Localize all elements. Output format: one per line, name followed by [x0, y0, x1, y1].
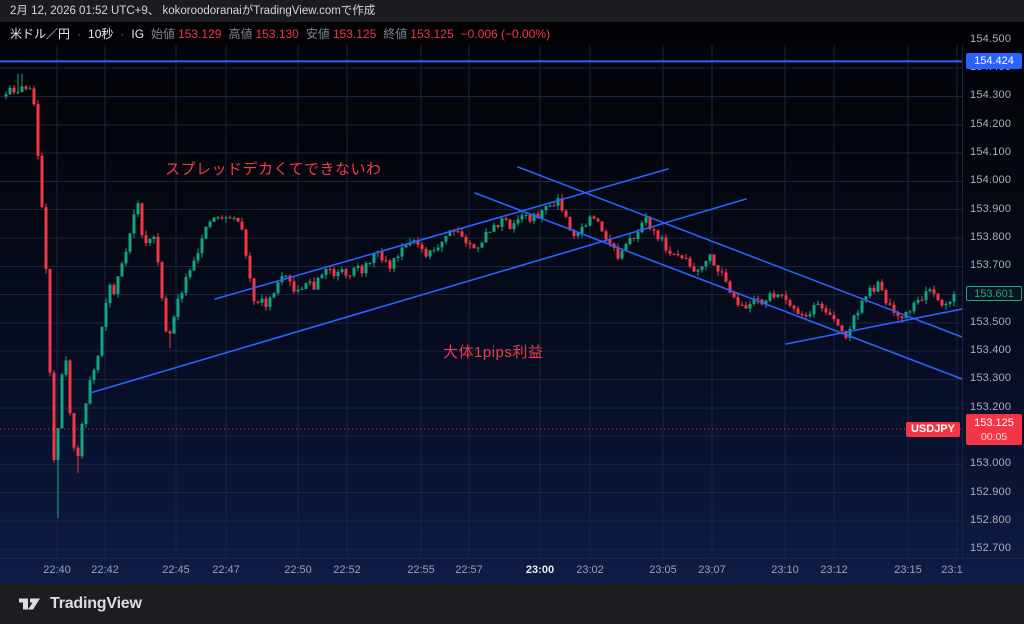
price-tick-label: 153.000 — [970, 457, 1012, 469]
chart-region: スプレッドデカくてできないわ大体1pips利益 USDJPY 154.500 15… — [0, 33, 1024, 584]
candlestick-chart[interactable] — [0, 45, 962, 558]
time-tick-label: 23:12 — [820, 564, 848, 576]
time-tick-label: 23:07 — [698, 564, 726, 576]
exchange-label: IG — [131, 26, 145, 41]
time-tick-label: 23:1 — [941, 564, 963, 576]
time-tick-label: 22:55 — [407, 564, 435, 576]
footer-bar: TradingView — [0, 584, 1024, 624]
symbol-price-badge[interactable]: USDJPY — [905, 422, 960, 437]
price-tick-label: 154.100 — [970, 146, 1012, 158]
legend-separator: · — [77, 26, 82, 41]
close-value: 153.125 — [410, 26, 454, 41]
time-tick-label: 22:50 — [284, 564, 312, 576]
time-tick-label: 23:02 — [576, 564, 604, 576]
time-tick-label: 22:57 — [455, 564, 483, 576]
price-tick-label: 153.800 — [970, 231, 1012, 243]
low-label: 安値 — [305, 27, 330, 41]
price-tick-label: 152.900 — [970, 486, 1012, 498]
time-tick-label: 22:40 — [43, 564, 71, 576]
change-value: −0.006 (−0.00%) — [460, 26, 551, 41]
legend-separator: · — [120, 26, 125, 41]
price-tick-label: 153.500 — [970, 316, 1012, 328]
high-value: 153.130 — [255, 26, 299, 41]
symbol-title[interactable]: 米ドル／円 — [10, 27, 71, 41]
price-tick-label: 154.000 — [970, 174, 1012, 186]
price-tick-label: 153.700 — [970, 259, 1012, 271]
low-value: 153.125 — [332, 26, 377, 41]
price-tick-label: 153.400 — [970, 344, 1012, 356]
bar-countdown: 00:05 — [980, 431, 1008, 443]
high-label: 高値 — [228, 27, 253, 41]
close-label: 終値 — [383, 27, 408, 41]
symbol-legend[interactable]: 米ドル／円 · 10秒 · IG 始値 153.129 高値 153.130 安… — [0, 22, 1024, 45]
price-tick-label: 152.800 — [970, 514, 1012, 526]
price-tick-label: 153.900 — [970, 203, 1012, 215]
time-tick-label: 22:52 — [333, 564, 361, 576]
tradingview-logo-icon[interactable] — [18, 596, 42, 613]
time-tick-label: 22:45 — [162, 564, 190, 576]
realtime-price-label[interactable]: 153.125 00:05 — [966, 414, 1022, 445]
time-tick-label: 23:15 — [894, 564, 922, 576]
open-value: 153.129 — [178, 26, 222, 41]
snapshot-attribution: 2月 12, 2026 01:52 UTC+9、 kokoroodoranaiが… — [0, 0, 1024, 22]
open-label: 始値 — [151, 27, 176, 41]
price-axis[interactable]: 154.500154.400154.300154.200154.100154.0… — [962, 33, 1024, 558]
price-tick-label: 154.200 — [970, 118, 1012, 130]
last-bar-price-label[interactable]: 153.601 — [966, 286, 1022, 301]
price-tick-label: 154.500 — [970, 33, 1012, 45]
price-tick-label: 154.300 — [970, 89, 1012, 101]
time-axis[interactable]: 22:40 22:42 22:45 22:47 22:50 22:52 22:55 22:57… — [0, 558, 1024, 584]
price-tick-label: 153.300 — [970, 372, 1012, 384]
price-chart-pane[interactable]: スプレッドデカくてできないわ大体1pips利益 USDJPY — [0, 45, 962, 558]
chart-text-annotation[interactable]: 大体1pips利益 — [443, 344, 544, 361]
interval-label[interactable]: 10秒 — [88, 27, 114, 41]
chart-text-annotation[interactable]: スプレッドデカくてできないわ — [165, 161, 382, 178]
time-tick-label: 22:47 — [212, 564, 240, 576]
time-tick-label: 22:42 — [91, 564, 119, 576]
time-tick-label: 23:05 — [649, 564, 677, 576]
time-tick-label: 23:00 — [525, 564, 555, 576]
alert-price-label[interactable]: 154.424 — [966, 53, 1022, 69]
time-tick-label: 23:10 — [771, 564, 799, 576]
price-tick-label: 152.700 — [970, 542, 1012, 554]
tradingview-brand-text[interactable]: TradingView — [50, 595, 142, 612]
price-tick-label: 153.200 — [970, 401, 1012, 413]
